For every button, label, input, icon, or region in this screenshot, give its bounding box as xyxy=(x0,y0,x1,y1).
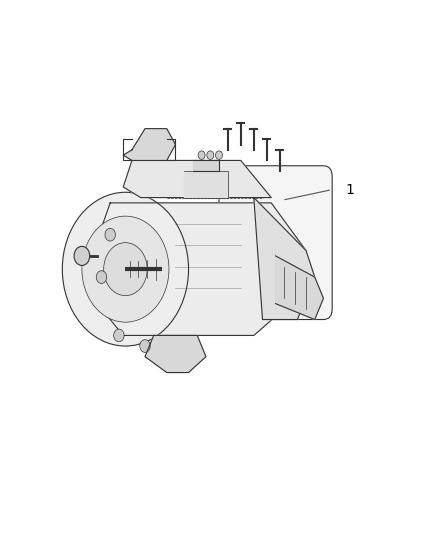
Polygon shape xyxy=(88,203,306,335)
Polygon shape xyxy=(123,160,271,198)
Polygon shape xyxy=(193,160,219,171)
Circle shape xyxy=(74,246,90,265)
Circle shape xyxy=(215,151,223,159)
Circle shape xyxy=(198,151,205,159)
Circle shape xyxy=(140,340,150,352)
Circle shape xyxy=(105,228,116,241)
Polygon shape xyxy=(276,256,323,319)
Polygon shape xyxy=(184,171,228,198)
Circle shape xyxy=(207,151,214,159)
Circle shape xyxy=(96,271,107,284)
FancyBboxPatch shape xyxy=(219,166,332,319)
Polygon shape xyxy=(254,198,315,319)
Circle shape xyxy=(114,329,124,342)
Circle shape xyxy=(62,192,188,346)
Text: 1: 1 xyxy=(345,183,354,197)
Circle shape xyxy=(104,243,147,296)
Polygon shape xyxy=(145,335,206,373)
Polygon shape xyxy=(123,128,176,160)
Circle shape xyxy=(82,216,169,322)
